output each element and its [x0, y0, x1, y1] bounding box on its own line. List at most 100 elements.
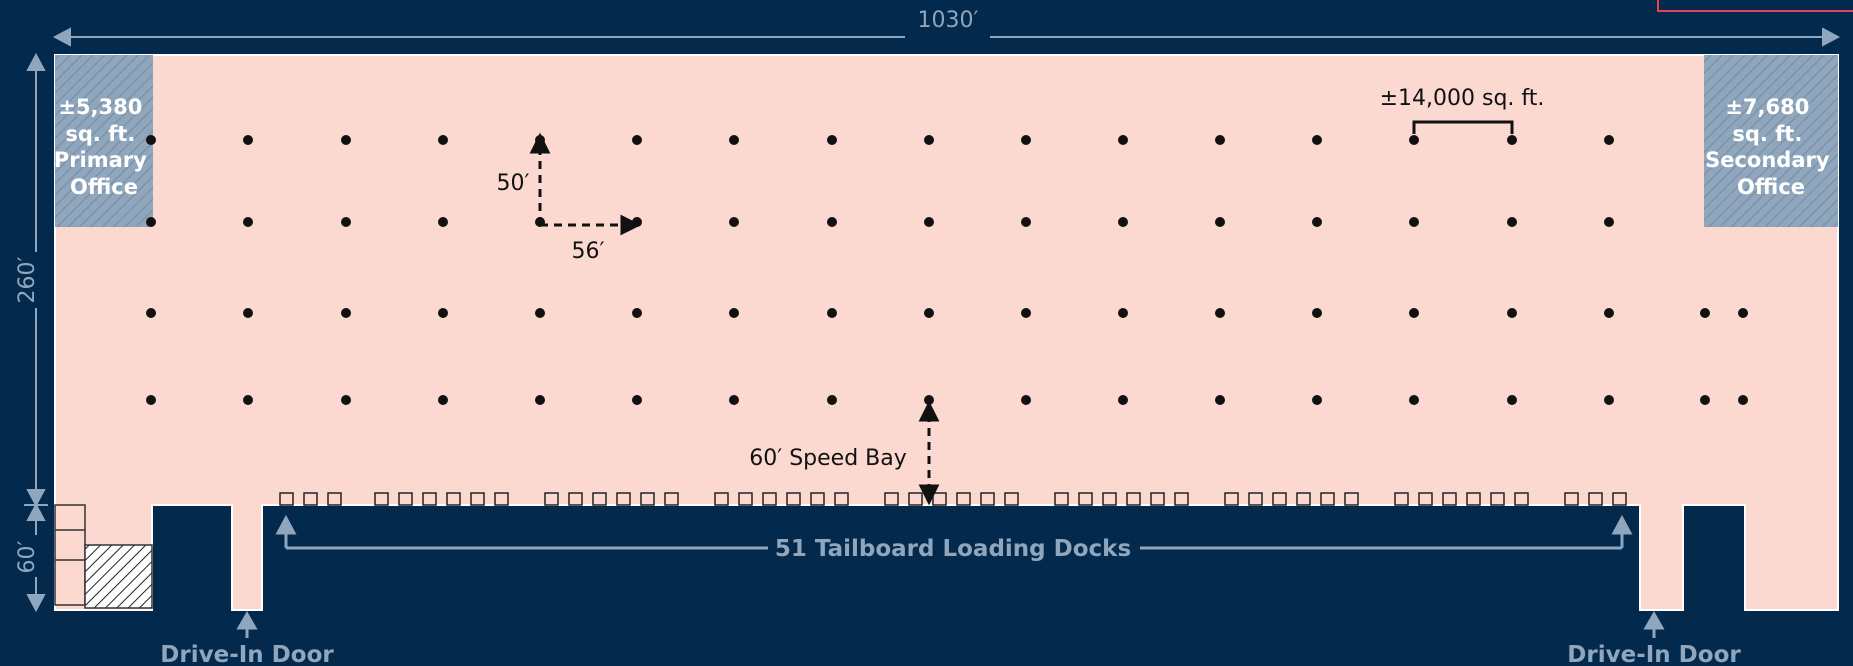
- corner-marker: [1657, 0, 1853, 12]
- dock-door: [1564, 492, 1579, 506]
- column: [729, 217, 739, 227]
- primary-office-label: ±5,380 sq. ft. Primary Office: [54, 95, 154, 199]
- column: [924, 308, 934, 318]
- dock-door: [1150, 492, 1165, 506]
- column: [1312, 217, 1322, 227]
- column: [1021, 135, 1031, 145]
- depth-dimension: [24, 52, 48, 613]
- column: [1604, 217, 1614, 227]
- docks-label: 51 Tailboard Loading Docks: [775, 536, 1131, 562]
- column: [1604, 395, 1614, 405]
- dock-door: [446, 492, 461, 506]
- column: [243, 308, 253, 318]
- dock-door: [1490, 492, 1505, 506]
- column: [1118, 308, 1128, 318]
- column: [1700, 308, 1710, 318]
- dock-door: [1078, 492, 1093, 506]
- column: [924, 135, 934, 145]
- column: [1409, 217, 1419, 227]
- docks-bracket: [275, 514, 1633, 550]
- column: [924, 217, 934, 227]
- column: [1604, 308, 1614, 318]
- dock-door: [494, 492, 509, 506]
- dock-door: [1344, 492, 1359, 506]
- primary-office: [55, 55, 153, 227]
- column: [1738, 395, 1748, 405]
- column: [341, 395, 351, 405]
- dock-door: [327, 492, 342, 506]
- column: [1507, 135, 1517, 145]
- column: [1409, 395, 1419, 405]
- dock-door: [956, 492, 971, 506]
- column: [632, 395, 642, 405]
- dock-door: [1612, 492, 1627, 506]
- secondary-office: [1704, 55, 1838, 227]
- column: [1021, 395, 1031, 405]
- dock-door: [1466, 492, 1481, 506]
- column: [438, 217, 448, 227]
- dock-door: [1248, 492, 1263, 506]
- dock-doors: [279, 492, 1627, 506]
- column: [1409, 135, 1419, 145]
- column: [729, 308, 739, 318]
- stair-block: [84, 544, 153, 609]
- dock-door: [1296, 492, 1311, 506]
- dock-door: [279, 492, 294, 506]
- dock-door: [398, 492, 413, 506]
- column: [1312, 135, 1322, 145]
- dock-door: [1418, 492, 1433, 506]
- dock-door: [932, 492, 947, 506]
- column: [729, 395, 739, 405]
- dock-door: [616, 492, 631, 506]
- width-dimension: [52, 27, 1841, 47]
- column: [1312, 308, 1322, 318]
- column: [1021, 217, 1031, 227]
- dock-door: [592, 492, 607, 506]
- column: [341, 135, 351, 145]
- column: [1021, 308, 1031, 318]
- dock-door: [786, 492, 801, 506]
- column: [146, 395, 156, 405]
- column: [146, 217, 156, 227]
- column: [341, 308, 351, 318]
- column: [1507, 395, 1517, 405]
- column: [243, 395, 253, 405]
- module-bracket: [1412, 120, 1514, 134]
- dock-door: [1394, 492, 1409, 506]
- bay-horizontal-label: 56′: [572, 239, 605, 264]
- dock-door: [1514, 492, 1529, 506]
- speed-bay-label: 60′ Speed Bay: [749, 446, 907, 471]
- dock-door: [908, 492, 923, 506]
- dock-door: [762, 492, 777, 506]
- dock-door: [1320, 492, 1335, 506]
- column: [632, 308, 642, 318]
- depth-label: 260′: [15, 257, 40, 304]
- bay-spacing-arrows: [529, 132, 642, 236]
- column: [438, 135, 448, 145]
- dock-door: [1442, 492, 1457, 506]
- column: [827, 308, 837, 318]
- building-floor: [54, 54, 1839, 611]
- dock-door: [1004, 492, 1019, 506]
- secondary-office-label: ±7,680 sq. ft. Secondary Office: [1705, 95, 1837, 199]
- dock-door: [1224, 492, 1239, 506]
- dock-door: [834, 492, 849, 506]
- dock-door: [980, 492, 995, 506]
- dock-door: [1588, 492, 1603, 506]
- speed-bay-arrow: [918, 400, 940, 506]
- column: [1215, 135, 1225, 145]
- column: [1215, 217, 1225, 227]
- column: [243, 217, 253, 227]
- column: [438, 395, 448, 405]
- column: [1507, 217, 1517, 227]
- bay-vertical-label: 50′: [497, 171, 530, 196]
- column: [1409, 308, 1419, 318]
- dock-door: [810, 492, 825, 506]
- dock-door: [664, 492, 679, 506]
- drive-in-arrows: [236, 610, 1665, 638]
- column: [1507, 308, 1517, 318]
- dock-door: [1272, 492, 1287, 506]
- column: [1118, 217, 1128, 227]
- dock-door: [738, 492, 753, 506]
